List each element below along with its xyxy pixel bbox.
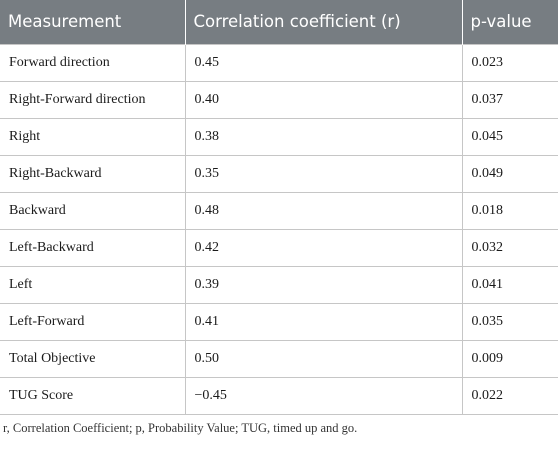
table-row: Left-Forward 0.41 0.035 — [0, 302, 558, 341]
header-correlation-coefficient: Correlation coefficient (r) — [185, 0, 463, 44]
cell-measurement: Left-Backward — [0, 228, 186, 267]
cell-measurement: Total Objective — [0, 339, 186, 378]
table-row: Right-Backward 0.35 0.049 — [0, 154, 558, 193]
cell-measurement: TUG Score — [0, 376, 186, 415]
cell-correlation: 0.39 — [184, 265, 463, 304]
header-p-value: p-value — [462, 0, 558, 44]
cell-measurement: Right-Backward — [0, 154, 186, 193]
table-row: Backward 0.48 0.018 — [0, 191, 558, 230]
cell-p-value: 0.041 — [461, 265, 558, 304]
cell-correlation: 0.35 — [184, 154, 463, 193]
table-row: Right 0.38 0.045 — [0, 117, 558, 156]
table-header-row: Measurement Correlation coefficient (r) … — [0, 0, 558, 44]
cell-measurement: Left-Forward — [0, 302, 186, 341]
cell-measurement: Forward direction — [0, 43, 186, 82]
table-footnote: r, Correlation Coefficient; p, Probabili… — [3, 421, 358, 435]
table-row: Left 0.39 0.041 — [0, 265, 558, 304]
cell-p-value: 0.037 — [461, 80, 558, 119]
cell-correlation: 0.38 — [184, 117, 463, 156]
header-measurement: Measurement — [0, 0, 186, 44]
cell-p-value: 0.022 — [461, 376, 558, 415]
cell-measurement: Right — [0, 117, 186, 156]
cell-measurement: Backward — [0, 191, 186, 230]
cell-correlation: 0.42 — [184, 228, 463, 267]
cell-p-value: 0.018 — [461, 191, 558, 230]
table-row: Total Objective 0.50 0.009 — [0, 339, 558, 378]
table-row: Left-Backward 0.42 0.032 — [0, 228, 558, 267]
correlation-table: Measurement Correlation coefficient (r) … — [0, 0, 558, 415]
cell-p-value: 0.049 — [461, 154, 558, 193]
cell-p-value: 0.035 — [461, 302, 558, 341]
cell-correlation: 0.40 — [184, 80, 463, 119]
cell-p-value: 0.009 — [461, 339, 558, 378]
table-row: TUG Score −0.45 0.022 — [0, 376, 558, 415]
cell-p-value: 0.032 — [461, 228, 558, 267]
cell-measurement: Right-Forward direction — [0, 80, 186, 119]
cell-correlation: 0.45 — [184, 43, 463, 82]
cell-correlation: 0.41 — [184, 302, 463, 341]
table-row: Right-Forward direction 0.40 0.037 — [0, 80, 558, 119]
cell-measurement: Left — [0, 265, 186, 304]
table-row: Forward direction 0.45 0.023 — [0, 43, 558, 82]
cell-correlation: 0.48 — [184, 191, 463, 230]
cell-correlation: −0.45 — [184, 376, 463, 415]
cell-p-value: 0.045 — [461, 117, 558, 156]
cell-p-value: 0.023 — [461, 43, 558, 82]
cell-correlation: 0.50 — [184, 339, 463, 378]
